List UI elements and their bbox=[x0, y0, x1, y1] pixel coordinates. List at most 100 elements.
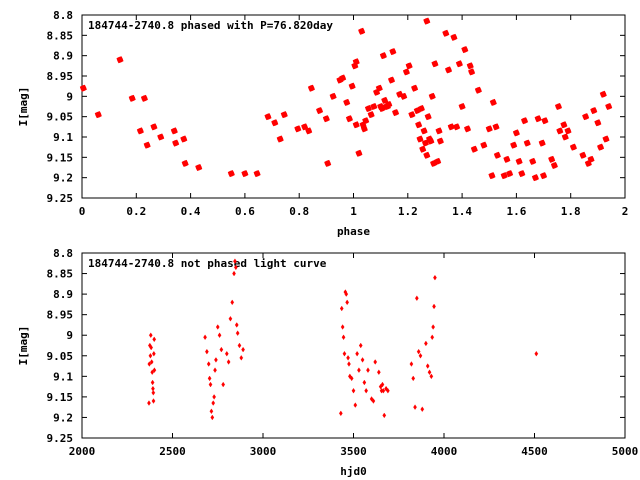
phased-data-point bbox=[381, 96, 389, 104]
phased-x-tick-label: 0 bbox=[79, 205, 86, 218]
phased-data-point bbox=[408, 111, 416, 119]
unphased-data-point bbox=[206, 361, 211, 367]
phased-data-point bbox=[599, 90, 607, 98]
unphased-data-point bbox=[340, 324, 345, 330]
unphased-data-point bbox=[150, 379, 155, 386]
phased-x-tick-label: 0.6 bbox=[235, 205, 255, 218]
phased-data-point bbox=[345, 115, 353, 123]
unphased-y-tick-label: 9.15 bbox=[47, 391, 74, 404]
unphased-data-point bbox=[211, 400, 216, 406]
phased-data-point bbox=[510, 141, 518, 149]
phased-data-point bbox=[564, 127, 572, 135]
phased-data-point bbox=[172, 139, 180, 147]
unphased-y-axis-label: I[mag] bbox=[17, 326, 30, 366]
unphased-data-point bbox=[371, 398, 376, 404]
unphased-data-point bbox=[339, 305, 344, 312]
phased-data-point bbox=[379, 52, 387, 60]
phased-data-point bbox=[466, 62, 474, 70]
unphased-data-point bbox=[150, 369, 155, 375]
phased-data-point bbox=[560, 121, 568, 129]
unphased-data-point bbox=[420, 406, 425, 412]
unphased-chart-title: 184744-2740.8 not phased light curve bbox=[88, 257, 327, 270]
unphased-data-point bbox=[433, 274, 437, 281]
unphased-data-point bbox=[369, 396, 374, 402]
unphased-x-tick-label: 3000 bbox=[250, 445, 277, 458]
unphased-data-point bbox=[147, 361, 152, 367]
phased-data-point bbox=[364, 105, 372, 113]
unphased-data-point bbox=[432, 303, 436, 310]
unphased-data-point bbox=[409, 361, 414, 367]
unphased-data-point bbox=[338, 410, 343, 417]
phased-data-point bbox=[271, 119, 279, 127]
unphased-data-point bbox=[149, 344, 153, 351]
phased-data-point bbox=[427, 137, 435, 145]
unphased-y-tick-label: 8.9 bbox=[53, 288, 73, 301]
phased-y-tick-label: 8.85 bbox=[47, 29, 74, 42]
phased-data-point bbox=[523, 139, 531, 147]
phased-x-tick-label: 1.6 bbox=[506, 205, 526, 218]
phased-data-point bbox=[548, 155, 556, 163]
unphased-data-point bbox=[228, 316, 233, 322]
phased-data-point bbox=[569, 143, 577, 151]
phased-y-tick-label: 9.2 bbox=[53, 172, 73, 185]
phased-data-point bbox=[352, 58, 360, 66]
phased-data-point bbox=[402, 68, 410, 76]
unphased-data-point bbox=[381, 387, 386, 394]
phased-data-point bbox=[506, 170, 514, 178]
unphased-data-point bbox=[214, 357, 218, 363]
phased-data-point bbox=[181, 159, 189, 167]
unphased-data-point bbox=[413, 404, 417, 410]
unphased-data-point bbox=[232, 270, 236, 277]
phased-data-point bbox=[503, 155, 511, 163]
unphased-data-point bbox=[351, 387, 356, 394]
phased-x-tick-label: 0.4 bbox=[181, 205, 201, 218]
phased-data-point bbox=[389, 48, 397, 56]
unphased-x-tick-label: 2500 bbox=[159, 445, 186, 458]
unphased-data-point bbox=[411, 375, 416, 382]
unphased-data-point bbox=[424, 340, 428, 347]
unphased-data-point bbox=[347, 361, 351, 367]
phased-data-point bbox=[322, 115, 330, 123]
phased-data-point bbox=[405, 62, 413, 70]
unphased-data-point bbox=[148, 332, 153, 338]
unphased-data-point bbox=[341, 334, 346, 341]
unphased-data-point bbox=[384, 385, 388, 392]
unphased-y-tick-label: 9.25 bbox=[47, 432, 74, 445]
phased-data-point bbox=[518, 170, 526, 178]
unphased-data-point bbox=[345, 299, 350, 306]
unphased-data-point bbox=[205, 348, 209, 355]
phased-data-point bbox=[264, 113, 272, 121]
phased-data-point bbox=[355, 149, 363, 157]
phased-data-point bbox=[140, 94, 148, 102]
phased-data-point bbox=[488, 172, 496, 180]
phased-data-point bbox=[348, 82, 356, 90]
phased-data-point bbox=[253, 170, 261, 178]
phased-data-point bbox=[541, 117, 549, 125]
unphased-data-point bbox=[416, 348, 421, 355]
phased-data-point bbox=[515, 157, 523, 165]
unphased-y-tick-label: 8.95 bbox=[47, 309, 74, 322]
phased-data-point bbox=[276, 135, 284, 143]
phased-data-point bbox=[128, 94, 136, 102]
phased-data-point bbox=[529, 157, 537, 165]
unphased-y-tick-label: 9.05 bbox=[47, 350, 74, 363]
phased-data-point bbox=[474, 86, 482, 94]
phased-data-point bbox=[392, 109, 400, 117]
phased-y-tick-label: 8.8 bbox=[53, 9, 73, 22]
unphased-plot-frame bbox=[81, 252, 626, 439]
phased-data-point bbox=[388, 76, 396, 84]
unphased-data-point bbox=[431, 324, 435, 330]
unphased-data-point bbox=[230, 299, 235, 306]
unphased-x-tick-label: 5000 bbox=[612, 445, 639, 458]
phased-x-tick-label: 2 bbox=[622, 205, 629, 218]
unphased-data-point bbox=[364, 387, 369, 394]
unphased-data-point bbox=[234, 322, 239, 328]
unphased-light-curve-plot: 2000 2500 3000 3500 4000 4500 5000 8.8 8.85 8.9 8.… bbox=[17, 247, 638, 478]
unphased-data-point bbox=[147, 400, 151, 406]
phased-y-axis-label: I[mag] bbox=[17, 87, 30, 127]
phased-data-point bbox=[579, 151, 587, 159]
unphased-data-point bbox=[429, 373, 434, 380]
phased-data-point bbox=[500, 172, 508, 180]
unphased-data-point bbox=[355, 350, 359, 357]
